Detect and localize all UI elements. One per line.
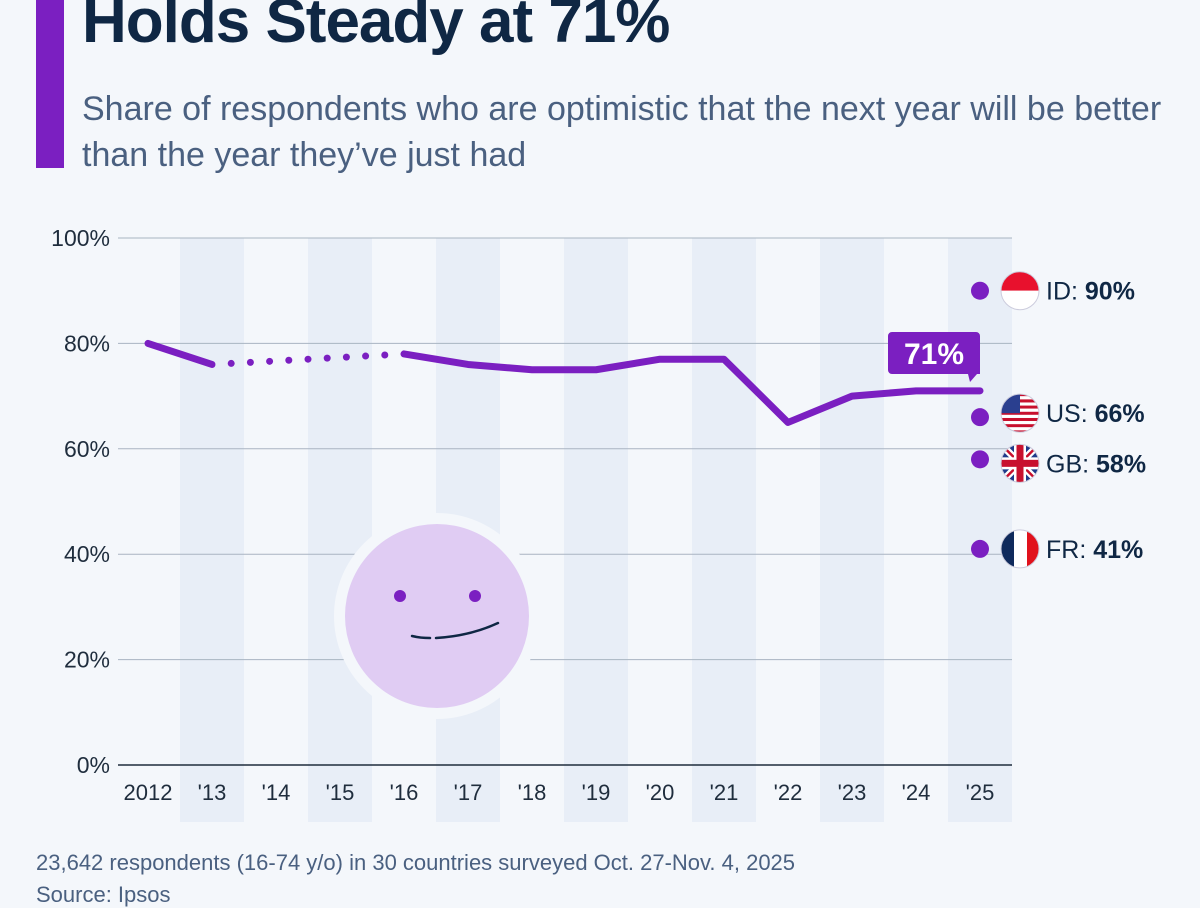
france-flag-icon — [1000, 529, 1040, 569]
accent-bar — [36, 0, 64, 168]
gap-dot — [323, 354, 331, 362]
country-value: 58% — [1096, 450, 1146, 478]
y-tick-label: 80% — [64, 330, 110, 356]
country-dot — [971, 281, 989, 300]
x-tick-label: '21 — [710, 780, 739, 805]
column-band — [692, 238, 756, 822]
series-line — [400, 350, 984, 426]
country-label: ID: 90% — [1046, 278, 1135, 306]
x-tick-label: '19 — [582, 780, 611, 805]
gap-dot — [342, 353, 350, 361]
x-tick-label: '22 — [774, 780, 803, 805]
x-tick-label: '24 — [902, 780, 931, 805]
smiley-eye — [469, 590, 481, 602]
x-tick-label: '25 — [966, 780, 995, 805]
country-code: ID: — [1046, 278, 1085, 306]
chart-subtitle: Share of respondents who are optimistic … — [82, 90, 1162, 174]
country-label: GB: 58% — [1046, 450, 1146, 478]
country-dot — [971, 539, 989, 558]
country-value: 90% — [1085, 278, 1135, 306]
gap-dot — [304, 355, 312, 363]
value-callout — [888, 332, 980, 382]
gap-dot — [227, 359, 235, 367]
smiley-eye — [394, 590, 406, 602]
country-value: 66% — [1095, 400, 1145, 428]
uk-flag-icon — [1000, 443, 1040, 483]
indonesia-flag-icon — [1000, 271, 1040, 311]
x-tick-label: '14 — [262, 780, 291, 805]
y-tick-label: 100% — [51, 225, 110, 251]
x-tick-label: '16 — [390, 780, 419, 805]
smiley-face-icon — [345, 524, 529, 708]
country-value: 41% — [1093, 536, 1143, 564]
column-band — [820, 238, 884, 822]
series-line — [144, 339, 216, 368]
country-dot — [971, 450, 989, 469]
gap-dot — [381, 351, 389, 359]
country-label: FR: 41% — [1046, 536, 1143, 564]
gap-dot — [285, 356, 293, 364]
smiley-mouth — [410, 621, 500, 640]
callout-label: 71% — [904, 338, 964, 371]
x-tick-label: '23 — [838, 780, 867, 805]
gap-dot — [266, 357, 274, 365]
x-tick-label: '17 — [454, 780, 483, 805]
y-tick-label: 40% — [64, 541, 110, 567]
gap-dot — [246, 358, 254, 366]
country-code: FR: — [1046, 536, 1093, 564]
source: Source: Ipsos — [36, 882, 171, 907]
column-band — [948, 238, 1012, 822]
x-tick-label: '15 — [326, 780, 355, 805]
y-tick-label: 20% — [64, 647, 110, 673]
footnote: 23,642 respondents (16-74 y/o) in 30 cou… — [36, 850, 796, 875]
country-dot — [971, 408, 989, 427]
y-tick-label: 0% — [77, 752, 110, 778]
x-tick-label: '18 — [518, 780, 547, 805]
x-tick-label: '13 — [198, 780, 227, 805]
column-band — [308, 238, 372, 822]
country-label: US: 66% — [1046, 400, 1145, 428]
gap-dot — [362, 352, 370, 360]
x-tick-label: 2012 — [124, 780, 173, 805]
y-tick-label: 60% — [64, 436, 110, 462]
x-tick-label: '20 — [646, 780, 675, 805]
column-band — [564, 238, 628, 822]
country-code: GB: — [1046, 450, 1096, 478]
column-band — [180, 238, 244, 822]
country-code: US: — [1046, 400, 1095, 428]
chart-title: Holds Steady at 71% — [82, 0, 670, 56]
